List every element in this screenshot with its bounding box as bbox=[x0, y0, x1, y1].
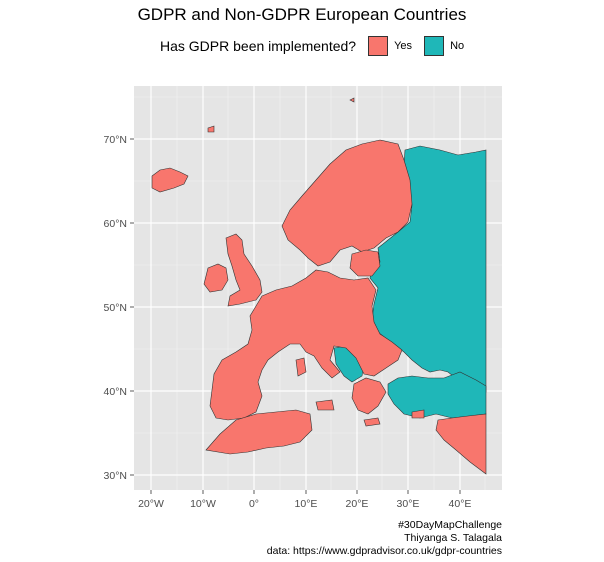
map-title: GDPR and Non-GDPR European Countries bbox=[137, 5, 467, 24]
x-tick-label: 20°E bbox=[346, 498, 369, 510]
gdpr-countries bbox=[151, 97, 487, 475]
caption-hashtag: #30DayMapChallenge bbox=[398, 519, 502, 531]
y-tick-label: 30°N bbox=[104, 470, 127, 482]
x-tick-label: 20°W bbox=[138, 498, 164, 510]
y-tick-label: 60°N bbox=[104, 218, 127, 230]
non-gdpr-countries bbox=[333, 145, 487, 419]
mainland-eu bbox=[209, 269, 403, 421]
caption: #30DayMapChallenge Thiyanga S. Talagala … bbox=[267, 519, 502, 558]
turkey bbox=[387, 371, 487, 419]
svalbard-islands bbox=[207, 97, 355, 133]
north-africa bbox=[205, 409, 313, 455]
legend-key-no bbox=[424, 36, 445, 56]
x-tick-label: 40°E bbox=[449, 498, 472, 510]
greece-region bbox=[351, 377, 387, 415]
x-tick-label: 30°E bbox=[397, 498, 420, 510]
baltic-states bbox=[349, 249, 381, 277]
caption-author: Thiyanga S. Talagala bbox=[404, 532, 502, 544]
x-tick-label: 0° bbox=[249, 498, 259, 510]
cyprus-crete bbox=[363, 409, 425, 427]
italy-islands bbox=[295, 357, 335, 411]
axis-ticks bbox=[130, 138, 461, 494]
x-tick-label: 10°W bbox=[190, 498, 216, 510]
y-tick-label: 70°N bbox=[104, 134, 127, 146]
legend-label-no: No bbox=[450, 40, 465, 52]
y-tick-label: 40°N bbox=[104, 386, 127, 398]
ireland bbox=[203, 263, 229, 293]
legend-label-yes: Yes bbox=[394, 40, 413, 52]
scandinavia bbox=[281, 139, 413, 267]
x-tick-label: 10°E bbox=[295, 498, 318, 510]
legend: Has GDPR been implemented? Yes No bbox=[160, 36, 472, 56]
caption-source: data: https://www.gdpradvisor.co.uk/gdpr… bbox=[266, 545, 502, 557]
iceland bbox=[151, 167, 189, 193]
legend-title: Has GDPR been implemented? bbox=[160, 38, 357, 54]
legend-key-yes bbox=[368, 36, 389, 56]
great-britain bbox=[225, 233, 263, 307]
middle-east bbox=[435, 413, 487, 475]
y-tick-label: 50°N bbox=[104, 302, 127, 314]
